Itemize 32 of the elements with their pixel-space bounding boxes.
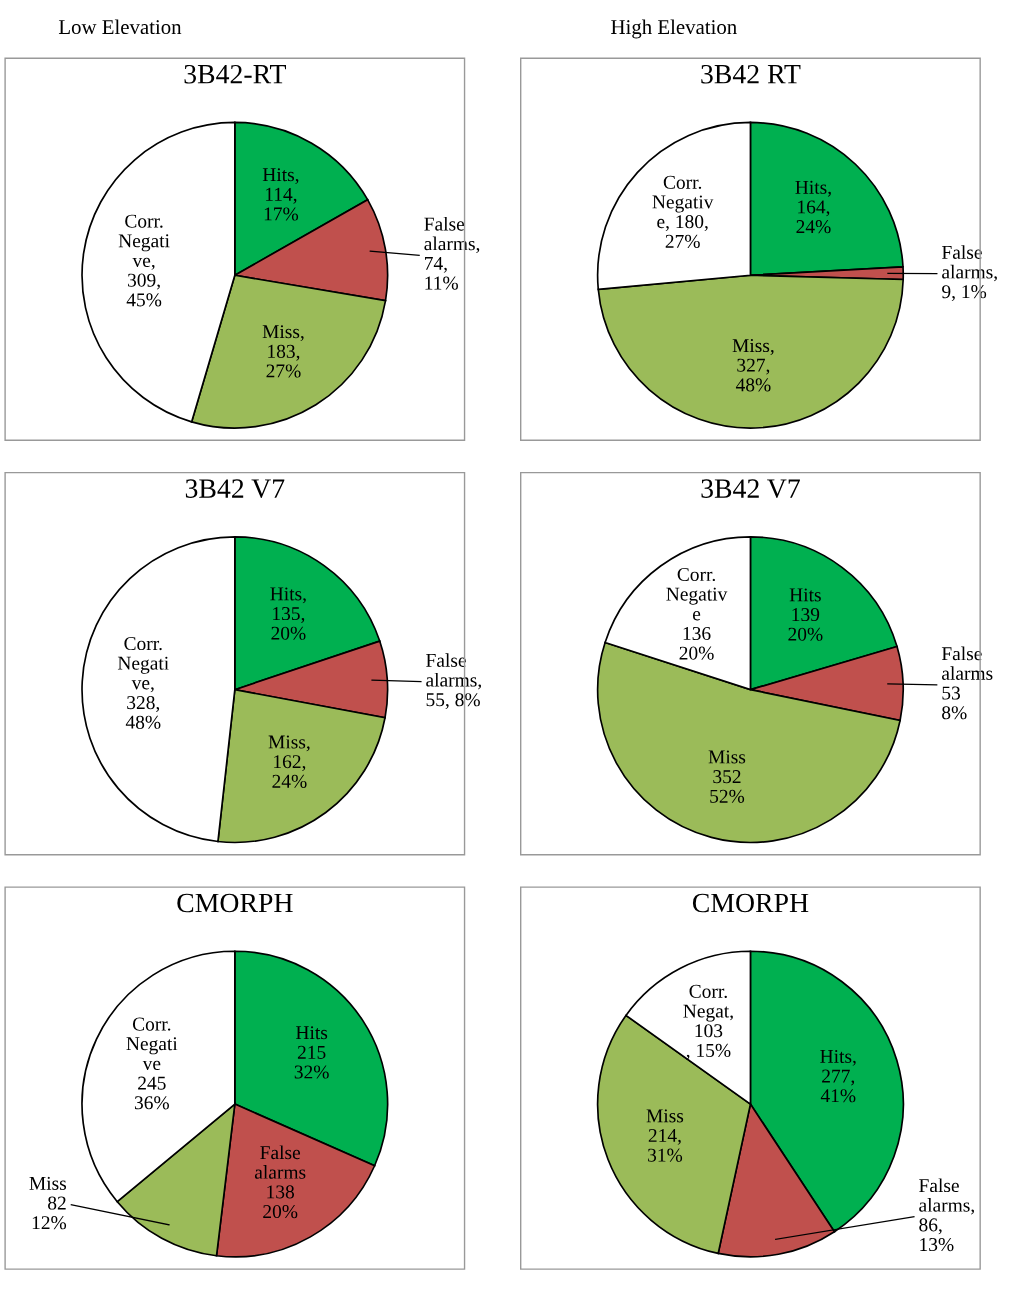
data-label: Hits 139 20% [788, 588, 823, 641]
chart-title: 3B42-RT [184, 64, 287, 84]
data-label: Corr. Negat, 103 , 15% [683, 984, 733, 1060]
data-label: Corr. Negativ e, 180, 27% [652, 175, 714, 248]
data-label: False alarms 138 20% [254, 1145, 306, 1219]
data-label: Miss 352 52% [708, 750, 746, 803]
chart-title: 3B42 RT [701, 64, 801, 84]
data-label: Hits, 114, 17% [262, 168, 299, 221]
data-label: Corr. Negati ve 245 36% [126, 1017, 178, 1110]
data-label: Miss 82 12% [29, 1176, 67, 1230]
data-label: Miss 214, 31% [646, 1109, 684, 1162]
data-label: Hits, 164, 24% [795, 180, 831, 234]
chart-title: 3B42 V7 [185, 479, 285, 499]
data-label: False alarms, 9, 1% [941, 245, 997, 301]
data-label: Hits 215 32% [294, 1026, 329, 1079]
data-label: Hits, 277, 41% [820, 1049, 856, 1103]
text: Low Elevation [58, 19, 182, 35]
data-label: Hits, 135, 20% [270, 587, 306, 640]
chart-title: CMORPH [177, 893, 293, 913]
data-label: Corr. Negativ e 136 20% [666, 567, 728, 660]
text: High Elevation [611, 19, 737, 39]
data-label: Miss, 327, 48% [732, 339, 774, 392]
data-label: Corr. Negati ve, 309, 45% [118, 214, 170, 307]
data-label: False alarms, 86, 13% [919, 1178, 974, 1252]
data-label: Corr. Negati ve, 328, 48% [117, 637, 169, 729]
data-label: Miss, 183, 27% [262, 325, 304, 378]
data-label: False alarms, 55, 8% [426, 653, 481, 710]
data-label: Miss, 162, 24% [268, 735, 310, 788]
data-label: False alarms 53 8% [941, 646, 993, 720]
chart-title: 3B42 V7 [701, 479, 800, 499]
chart-title: CMORPH [692, 893, 809, 913]
data-label: False alarms, 74, 11% [424, 216, 480, 290]
